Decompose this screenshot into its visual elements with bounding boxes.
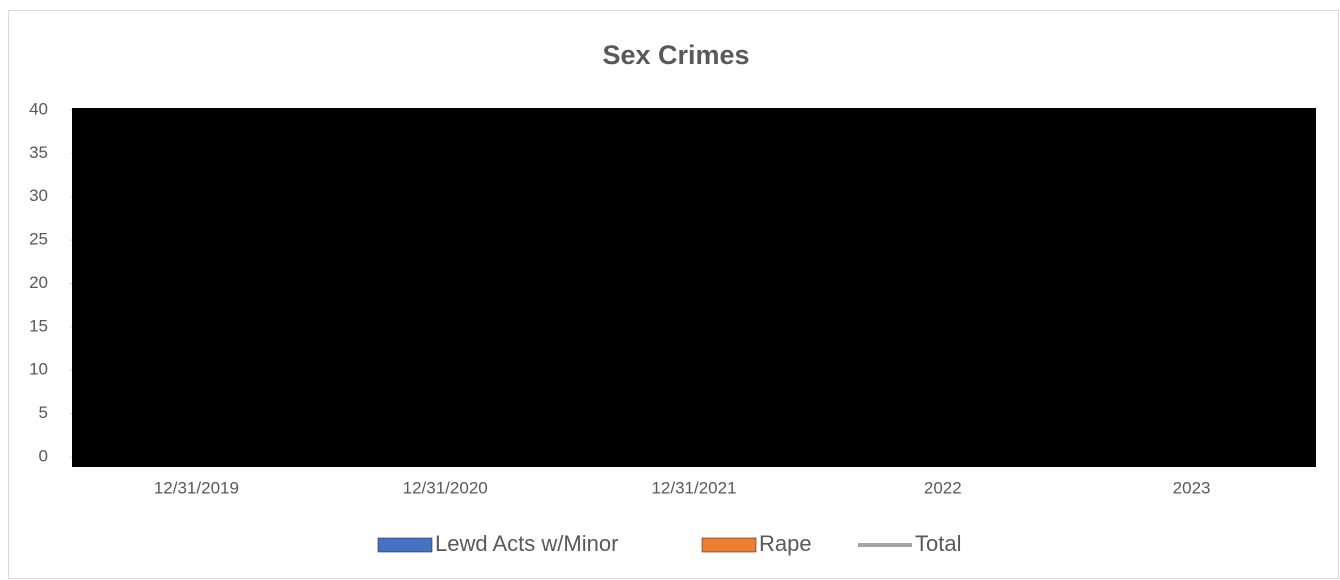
- legend-label: Rape: [759, 531, 812, 556]
- legend-label: Total: [915, 531, 961, 556]
- y-tick-label: 40: [29, 99, 48, 118]
- plot-area: [70, 109, 72, 458]
- y-tick-label: 10: [29, 360, 48, 379]
- legend-label: Lewd Acts w/Minor: [435, 531, 618, 556]
- y-tick-label: 35: [29, 143, 48, 162]
- y-tick-label: 5: [39, 403, 48, 422]
- y-tick-label: 20: [29, 273, 48, 292]
- y-tick-label: 25: [29, 230, 48, 249]
- x-tick-label: 2023: [1173, 478, 1211, 497]
- legend-swatch: [701, 537, 757, 553]
- x-tick-label: 2022: [924, 478, 962, 497]
- x-tick-label: 12/31/2019: [154, 478, 239, 497]
- y-tick-label: 30: [29, 186, 48, 205]
- y-tick-label: 15: [29, 316, 48, 335]
- x-tick-label: 12/31/2021: [651, 478, 736, 497]
- y-tick-label: 0: [39, 446, 48, 465]
- redacted-plot-area: [72, 108, 1316, 467]
- legend-swatch: [377, 537, 433, 553]
- x-tick-label: 12/31/2020: [403, 478, 488, 497]
- chart-title: Sex Crimes: [602, 40, 749, 70]
